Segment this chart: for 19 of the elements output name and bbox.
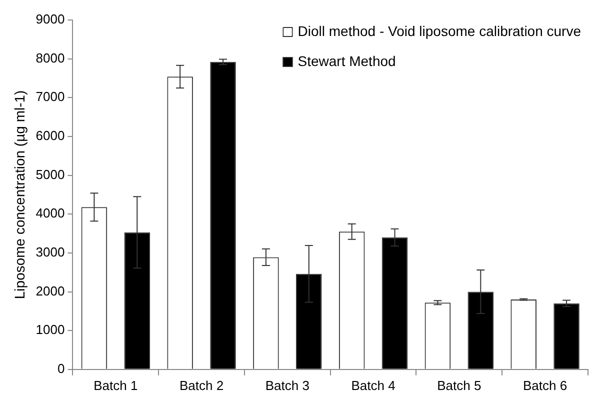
y-tick-label: 9000 [36,12,65,27]
x-tick-label: Batch 1 [94,378,138,393]
x-tick-label: Batch 5 [437,378,482,393]
y-axis-title: Liposome concentration (µg ml-1) [11,90,28,300]
y-tick-label: 2000 [36,283,65,298]
y-tick-label: 6000 [36,128,65,144]
x-tick-label: Batch 4 [351,378,396,393]
legend-label: Stewart Method [298,52,396,69]
legend-label: Dioll method - Void liposome calibration curve [298,22,582,39]
x-tick-label: Batch 3 [265,378,310,393]
x-tick-label: Batch 2 [179,378,224,393]
x-tick-label: Batch 6 [523,378,568,393]
y-tick-label: 0 [57,360,65,376]
y-tick-label: 7000 [36,89,65,104]
y-tick-label: 4000 [36,206,65,221]
y-tick-label: 8000 [36,50,65,66]
y-tick-label: 3000 [36,244,65,260]
y-tick-label: 1000 [36,322,65,338]
y-tick-label: 5000 [36,166,65,182]
